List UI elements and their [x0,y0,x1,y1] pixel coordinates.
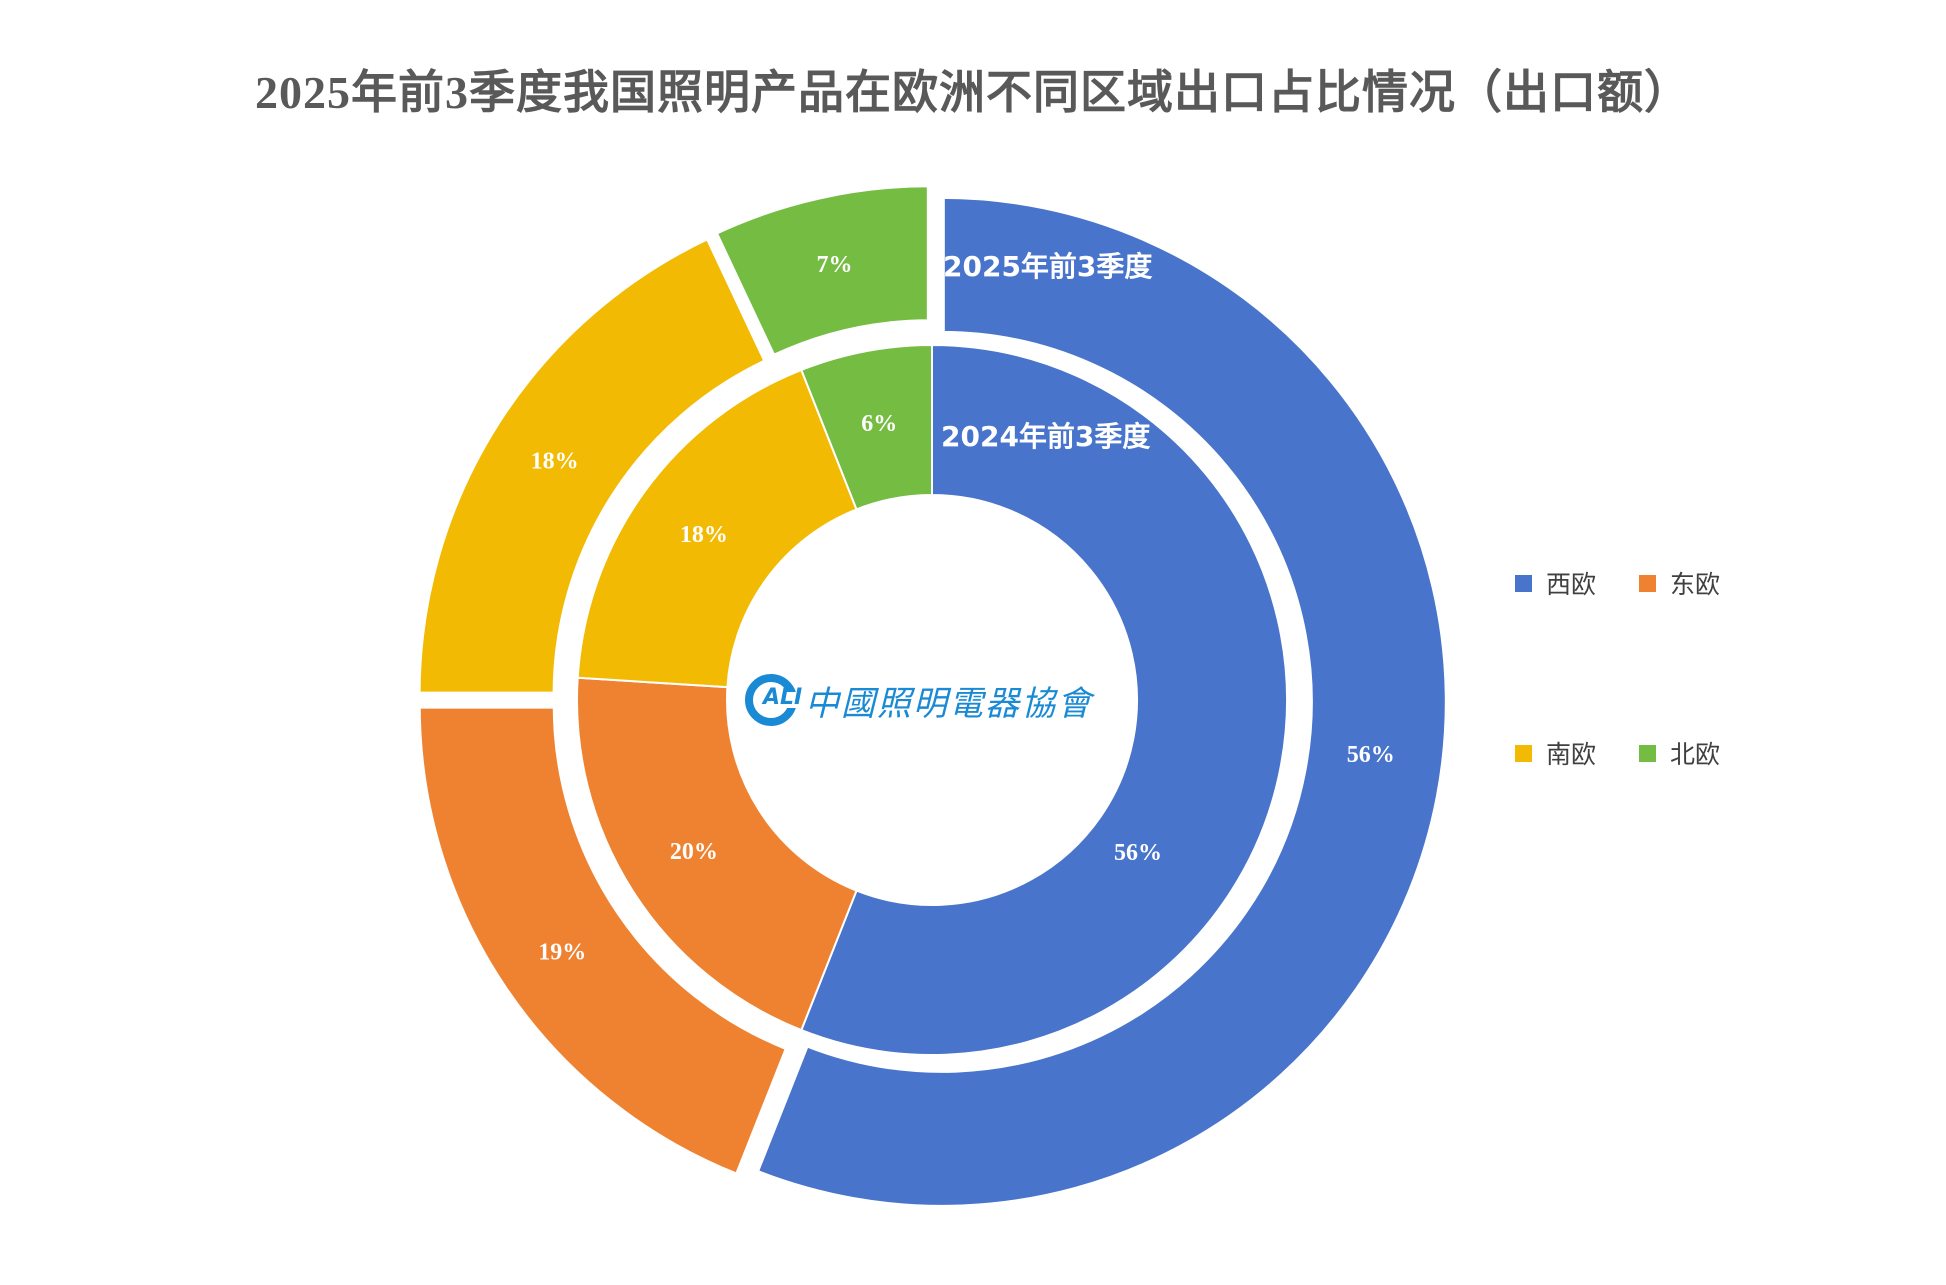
inner-ring-value-label: 6% [861,411,897,437]
chart-legend: 西欧 东欧 南欧 北欧 [1515,565,1775,785]
inner-ring-value-label: 18% [680,522,728,548]
legend-swatch-icon [1639,744,1656,762]
inner-ring-segment-north-europe [800,343,933,511]
outer-ring-segment-north-europe [710,181,933,362]
legend-item-west-europe: 西欧 [1515,565,1596,601]
legend-swatch-icon [1639,574,1656,592]
legend-label: 南欧 [1546,742,1597,769]
legend-item-east-europe: 东欧 [1639,565,1720,601]
legend-swatch-icon [1515,744,1532,762]
logo-org-name: 中國照明電器協會 [805,683,1093,724]
inner-ring-segment-south-europe [576,368,858,689]
legend-label: 北欧 [1670,742,1721,769]
legend-swatch-icon [1515,574,1532,592]
outer-ring-segment-west-europe [751,192,1451,1211]
legend-item-south-europe: 南欧 [1515,735,1596,771]
logo-mark-text: ALI [763,685,803,710]
cali-logo: ALI 中國照明電器協會 [745,660,1105,740]
outer-ring-series-label: 2025年前3季度 [943,250,1152,283]
outer-ring-segment-south-europe [414,232,771,698]
outer-ring-segment-east-europe [414,702,793,1180]
legend-label: 西欧 [1546,572,1597,599]
inner-ring-segment-east-europe [576,676,858,1032]
legend-item-north-europe: 北欧 [1639,735,1720,771]
inner-ring-segment-west-europe [800,343,1288,1056]
chart-title: 2025年前3季度我国照明产品在欧洲不同区域出口占比情况（出口额） [255,67,1691,118]
inner-ring-value-label: 56% [1114,840,1162,866]
legend-label: 东欧 [1670,572,1721,599]
outer-ring-value-label: 56% [1347,742,1395,768]
inner-ring-value-label: 20% [670,839,718,865]
inner-ring-series-label: 2024年前3季度 [941,420,1150,453]
outer-ring-value-label: 19% [538,939,586,965]
outer-ring-value-label: 18% [531,449,579,475]
cali-logo-mark-icon: ALI [745,674,802,726]
outer-ring-value-label: 7% [817,252,853,278]
